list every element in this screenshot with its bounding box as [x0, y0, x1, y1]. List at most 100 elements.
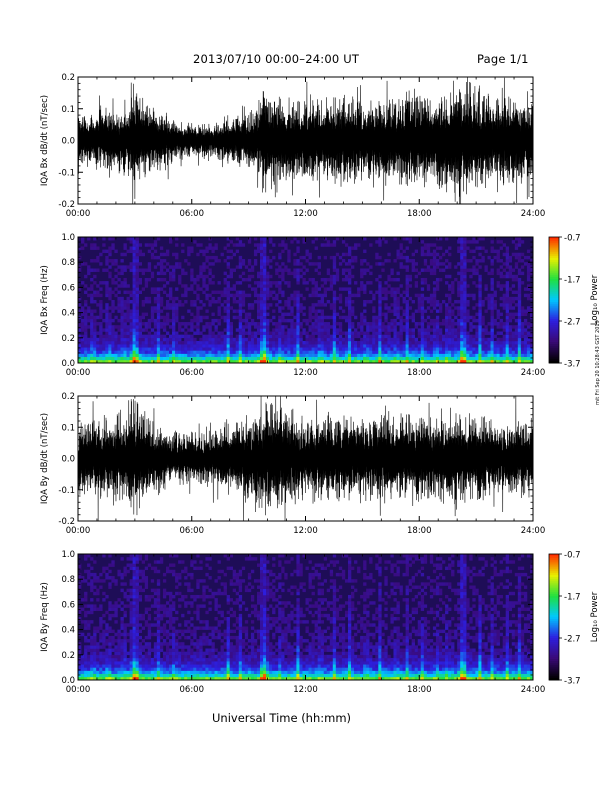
spectrogram-cell — [205, 356, 209, 361]
spectrogram-cell — [211, 347, 215, 351]
spectrogram-cell — [351, 265, 355, 269]
spectrogram-cell — [429, 309, 434, 313]
spectrogram-cell — [93, 572, 97, 577]
spectrogram-cell — [460, 237, 464, 241]
spectrogram-cell — [150, 347, 155, 351]
spectrogram-cell — [496, 249, 500, 254]
spectrogram-cell — [211, 290, 215, 294]
spectrogram-cell — [111, 607, 115, 611]
colorbar-step — [549, 310, 559, 314]
spectrogram-cell — [508, 306, 513, 310]
spectrogram-cell — [235, 340, 240, 345]
spectrogram-cell — [351, 337, 355, 342]
spectrogram-cell — [457, 359, 461, 364]
spectrogram-cell — [132, 255, 136, 260]
spectrogram-cell — [250, 318, 255, 323]
colorbar-step — [549, 245, 559, 248]
spectrogram-cell — [175, 255, 179, 260]
spectrogram-cell — [102, 639, 106, 643]
spectrogram-cell — [132, 356, 136, 361]
spectrogram-cell — [129, 322, 133, 326]
spectrogram-cell — [205, 639, 209, 643]
spectrogram-cell — [181, 249, 185, 254]
spectrogram-cell — [263, 265, 267, 269]
spectrogram-cell — [244, 322, 249, 326]
spectrogram-cell — [135, 651, 139, 656]
spectrogram-cell — [141, 322, 146, 326]
spectrogram-cell — [184, 623, 188, 627]
spectrogram-cell — [126, 312, 130, 317]
spectrogram-cell — [435, 252, 440, 257]
spectrogram-cell — [175, 670, 179, 674]
spectrogram-cell — [238, 312, 243, 317]
spectrogram-cell — [275, 293, 279, 298]
spectrogram-cell — [156, 661, 161, 665]
spectrogram-cell — [438, 344, 443, 348]
spectrogram-cell — [387, 353, 391, 357]
spectrogram-cell — [363, 271, 367, 276]
spectrogram-cell — [320, 315, 324, 320]
spectrogram-cell — [341, 347, 346, 351]
spectrogram-cell — [302, 328, 306, 332]
spectrogram-cell — [284, 350, 288, 354]
spectrogram-cell — [351, 259, 355, 263]
spectrogram-cell — [266, 353, 270, 357]
spectrogram-cell — [123, 328, 127, 332]
spectrogram-cell — [175, 312, 179, 317]
spectrogram-cell — [162, 657, 167, 662]
spectrogram-cell — [84, 591, 88, 596]
spectrogram-cell — [81, 350, 85, 354]
spectrogram-cell — [193, 325, 197, 329]
spectrogram-cell — [226, 353, 230, 357]
spectrogram-cell — [150, 340, 155, 345]
spectrogram-cell — [387, 347, 391, 351]
spectrogram-cell — [475, 337, 479, 342]
spectrogram-cell — [405, 237, 409, 241]
spectrogram-cell — [208, 353, 212, 357]
spectrogram-cell — [208, 648, 212, 652]
spectrogram-cell — [165, 601, 170, 605]
spectrogram-cell — [514, 359, 519, 364]
spectrogram-cell — [314, 353, 318, 357]
spectrogram-cell — [220, 315, 224, 320]
spectrogram-cell — [135, 576, 139, 580]
spectrogram-cell — [141, 588, 146, 593]
spectrogram-cell — [196, 613, 200, 618]
spectrogram-cell — [117, 667, 121, 671]
spectrogram-cell — [135, 274, 139, 279]
spectrogram-cell — [435, 315, 440, 320]
spectrogram-cell — [190, 632, 194, 637]
spectrogram-cell — [147, 350, 152, 354]
spectrogram-cell — [475, 350, 479, 354]
spectrogram-cell — [469, 337, 473, 342]
colorbar-step — [549, 323, 559, 326]
spectrogram-cell — [159, 648, 164, 652]
spectrogram-cell — [287, 306, 291, 310]
spectrogram-cell — [256, 347, 261, 351]
spectrogram-cell — [196, 243, 200, 247]
spectrogram-cell — [344, 277, 349, 282]
spectrogram-cell — [250, 274, 255, 279]
spectrogram-cell — [199, 661, 203, 665]
spectrogram-cell — [208, 331, 212, 335]
spectrogram-cell — [135, 648, 139, 652]
spectrogram-cell — [460, 344, 464, 348]
spectrogram-cell — [505, 322, 510, 326]
spectrogram-cell — [502, 353, 506, 357]
spectrogram-cell — [147, 623, 152, 627]
spectrogram-cell — [463, 265, 467, 269]
spectrogram-cell — [205, 642, 209, 646]
spectrogram-cell — [384, 290, 388, 294]
spectrogram-cell — [184, 347, 188, 351]
spectrogram-cell — [78, 563, 82, 567]
spectrogram-cell — [475, 331, 479, 335]
spectrogram-cell — [117, 661, 121, 665]
spectrogram-cell — [332, 293, 337, 298]
spectrogram-cell — [263, 249, 267, 254]
spectrogram-cell — [187, 340, 191, 345]
spectrogram-cell — [141, 287, 146, 291]
spectrogram-cell — [129, 359, 133, 364]
spectrogram-cell — [111, 350, 115, 354]
spectrogram-cell — [135, 262, 139, 266]
spectrogram-cell — [108, 667, 112, 671]
